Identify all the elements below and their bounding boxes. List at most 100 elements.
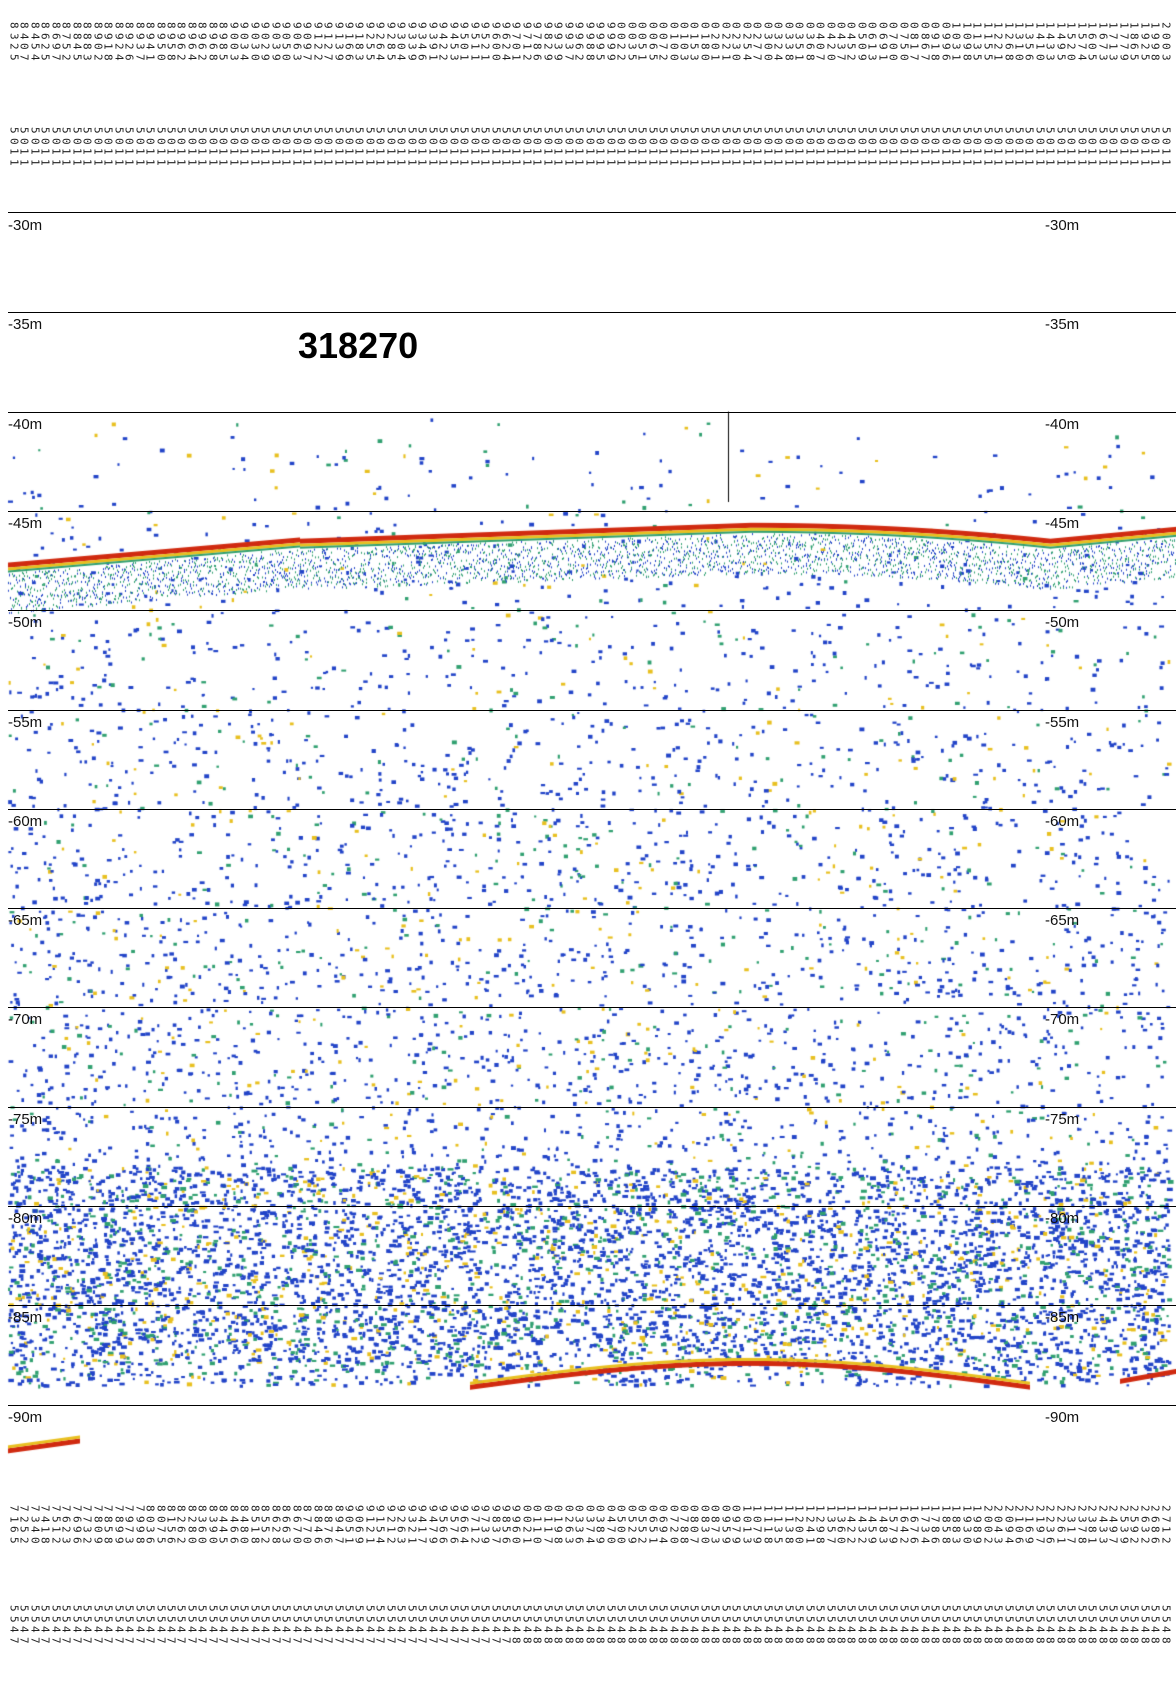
depth-gridline [8,809,1176,810]
depth-label: -45m [1045,515,1080,532]
depth-gridline [8,412,1176,413]
depth-label: -90m [1045,1409,1080,1426]
depth-gridline [8,1007,1176,1008]
depth-label: -70m [1045,1011,1080,1028]
depth-label: -65m [1045,912,1080,929]
depth-label: -60m [8,813,43,830]
depth-label: -90m [8,1409,43,1426]
depth-gridline [8,312,1176,313]
echogram-title: 318270 [298,325,419,366]
depth-label: -65m [8,912,43,929]
depth-label: -55m [8,714,43,731]
